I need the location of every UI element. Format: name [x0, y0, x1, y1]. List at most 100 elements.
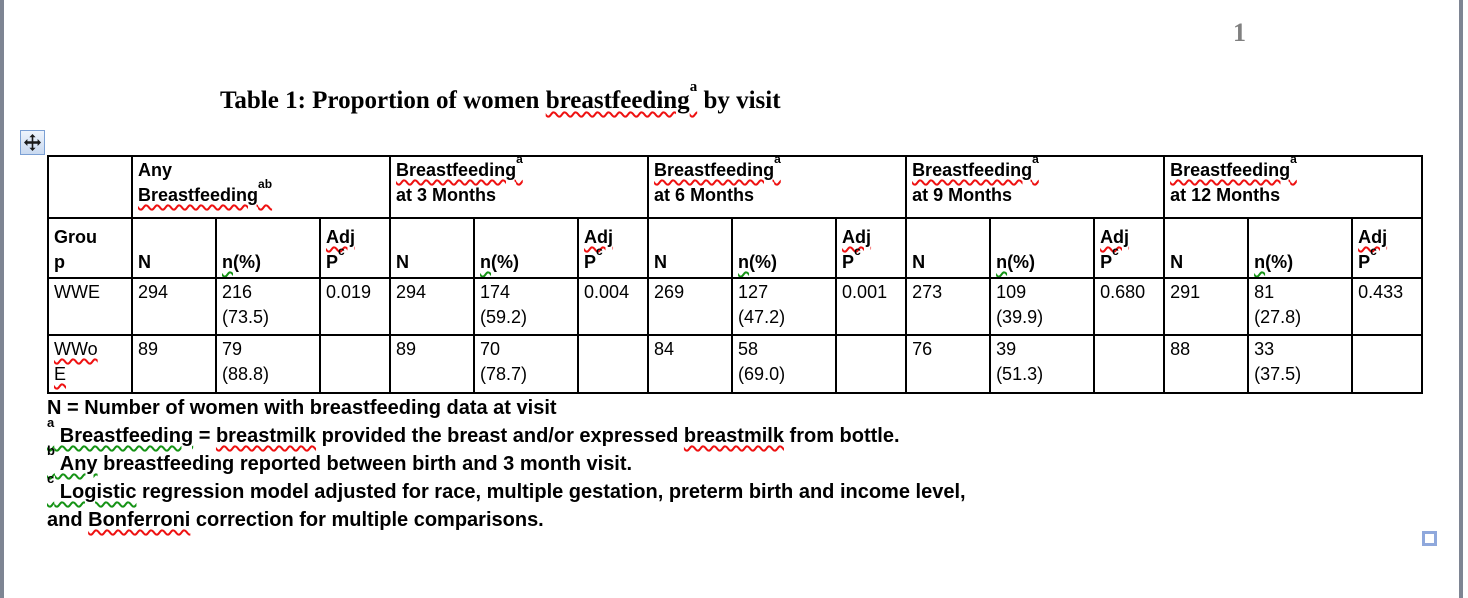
- footnote-c: c Logistic regression model adjusted for…: [47, 471, 1237, 534]
- cell-npct: 174 (59.2): [473, 277, 580, 336]
- footnote-text: regression model adjusted for race, mult…: [136, 481, 966, 503]
- cell-p: 0.680: [1093, 277, 1166, 336]
- cell-npct: 79 (88.8): [215, 334, 321, 394]
- table-row-wwe: WWE 294 216 (73.5) 0.019 294 174 (59.2) 0.…: [47, 277, 1424, 336]
- cell-n: 269: [647, 277, 734, 336]
- npct-rest: (%): [1007, 252, 1036, 272]
- header-group: Group: [47, 217, 133, 279]
- header-line1: Breastfeedinga: [1170, 158, 1417, 183]
- cell-npct: 127 (47.2): [731, 277, 838, 336]
- cell-n: 89: [389, 334, 476, 394]
- adj-label: Adj: [842, 227, 872, 247]
- footnote-text: =: [193, 425, 216, 447]
- header-breastfeeding-9mo: Breastfeedinga at 9 Months: [905, 155, 1166, 219]
- grammar-flagged-n: n: [1254, 252, 1266, 272]
- misspelled-word: Breastfeedinga: [912, 156, 1039, 180]
- cell-n: 76: [905, 334, 992, 394]
- title-text: Table 1: Proportion of women: [220, 87, 546, 114]
- header-npct: n(%): [473, 217, 580, 279]
- footnotes-block: N = Number of women with breastfeeding d…: [47, 394, 1237, 534]
- misspelled-word: Breastfeedinga: [1170, 156, 1297, 180]
- table-title: Table 1: Proportion of women breastfeedi…: [220, 79, 781, 116]
- cell-group: WWE: [47, 277, 133, 336]
- header-any-breastfeeding: Any Breastfeedingab: [130, 155, 392, 219]
- adj-label: Adj: [1100, 227, 1130, 247]
- header-line1: Any: [138, 160, 173, 180]
- header-line2: Breastfeedingab: [138, 177, 385, 208]
- header-adj-p: Adj Pc: [318, 217, 392, 279]
- title-text-suffix: by visit: [697, 87, 781, 114]
- cell-npct: 109 (39.9): [989, 277, 1096, 336]
- misspelled-word: Breastfeedingab: [138, 177, 273, 205]
- cell-p: 0.019: [318, 277, 392, 336]
- header-line1: Breastfeedinga: [396, 158, 643, 183]
- footnote-text: from bottle.: [783, 425, 900, 447]
- misspelled-word: Bonferroni: [88, 509, 191, 531]
- npct-rest: (%): [233, 252, 261, 272]
- header-n: N: [1163, 217, 1250, 279]
- header-n: N: [647, 217, 734, 279]
- header-npct: n(%): [989, 217, 1096, 279]
- header-adj-p: Adj Pc: [1093, 217, 1166, 279]
- header-line1: Breastfeedinga: [912, 158, 1159, 183]
- cell-npct: 81 (27.8): [1247, 277, 1354, 336]
- header-line1: Breastfeedinga: [654, 158, 901, 183]
- cell-n: 294: [389, 277, 476, 336]
- cell-n: 273: [905, 277, 992, 336]
- misspelled-word: Breastfeedinga: [654, 156, 781, 180]
- cell-npct: 70 (78.7): [473, 334, 580, 394]
- grammar-flagged-phrase: c Logistic: [47, 471, 137, 503]
- grammar-flagged-phrase: a Breastfeeding: [47, 415, 194, 447]
- header-breastfeeding-12mo: Breastfeedinga at 12 Months: [1163, 155, 1424, 219]
- header-adj-p: Adj Pc: [835, 217, 908, 279]
- footnote-text: provided the breast and/or expressed: [316, 425, 684, 447]
- p-label: Pc: [1358, 244, 1377, 272]
- grammar-flagged-n: n: [738, 252, 750, 272]
- cell-n: 88: [1163, 334, 1250, 394]
- header-n: N: [131, 217, 217, 279]
- header-row-columns: Group N n(%) Adj Pc N n(%) Adj Pc N n(%) A…: [47, 217, 1424, 279]
- header-line2: at 3 Months: [396, 185, 497, 205]
- cell-p: 0.001: [835, 277, 908, 336]
- cell-p: [1351, 334, 1424, 394]
- adj-label: Adj: [584, 227, 614, 247]
- adj-label: Adj: [1358, 227, 1388, 247]
- cell-group: WWoE: [47, 334, 133, 394]
- footnote-text: breastfeeding reported between birth and…: [97, 453, 633, 475]
- header-breastfeeding-6mo: Breastfeedinga at 6 Months: [647, 155, 908, 219]
- table-resize-handle[interactable]: [1422, 531, 1437, 546]
- cell-p: [577, 334, 650, 394]
- header-n: N: [389, 217, 476, 279]
- p-label: Pc: [584, 244, 603, 272]
- header-breastfeeding-3mo: Breastfeedinga at 3 Months: [389, 155, 650, 219]
- move-icon: [24, 134, 41, 151]
- cell-p: [1093, 334, 1166, 394]
- cell-n: 294: [131, 277, 217, 336]
- header-adj-p: Adj Pc: [577, 217, 650, 279]
- table-move-handle[interactable]: [20, 130, 45, 155]
- cell-n: 89: [131, 334, 217, 394]
- cell-p: [318, 334, 392, 394]
- misspelled-word: breastmilk: [215, 425, 317, 447]
- header-n: N: [905, 217, 992, 279]
- header-line2: at 6 Months: [654, 185, 755, 205]
- title-word: breastfeeding: [545, 87, 690, 114]
- header-line2: at 9 Months: [912, 185, 1013, 205]
- grammar-flagged-n: n: [996, 252, 1008, 272]
- table-row-wwoe: WWoE 89 79 (88.8) 89 70 (78.7) 84 58 (69.0)…: [47, 334, 1424, 394]
- grammar-flagged-phrase: b Any: [47, 443, 98, 475]
- misspelled-word: Breastfeedinga: [396, 156, 523, 180]
- corner-cell: [47, 155, 133, 219]
- npct-rest: (%): [1265, 252, 1294, 272]
- title-misspelled-word: breastfeedinga: [545, 79, 697, 114]
- page-edge-left: [0, 0, 4, 598]
- footnote-a: a Breastfeeding = breastmilk provided th…: [47, 415, 1237, 450]
- p-label: Pc: [1100, 244, 1119, 272]
- misspelled-word: breastmilk: [683, 425, 784, 447]
- header-npct: n(%): [215, 217, 321, 279]
- cell-npct: 39 (51.3): [989, 334, 1096, 394]
- breastfeeding-table: Any Breastfeedingab Breastfeedinga at 3 Mo…: [47, 155, 1424, 394]
- header-adj-p: Adj Pc: [1351, 217, 1424, 279]
- grammar-flagged-n: n: [480, 252, 492, 272]
- cell-p: [835, 334, 908, 394]
